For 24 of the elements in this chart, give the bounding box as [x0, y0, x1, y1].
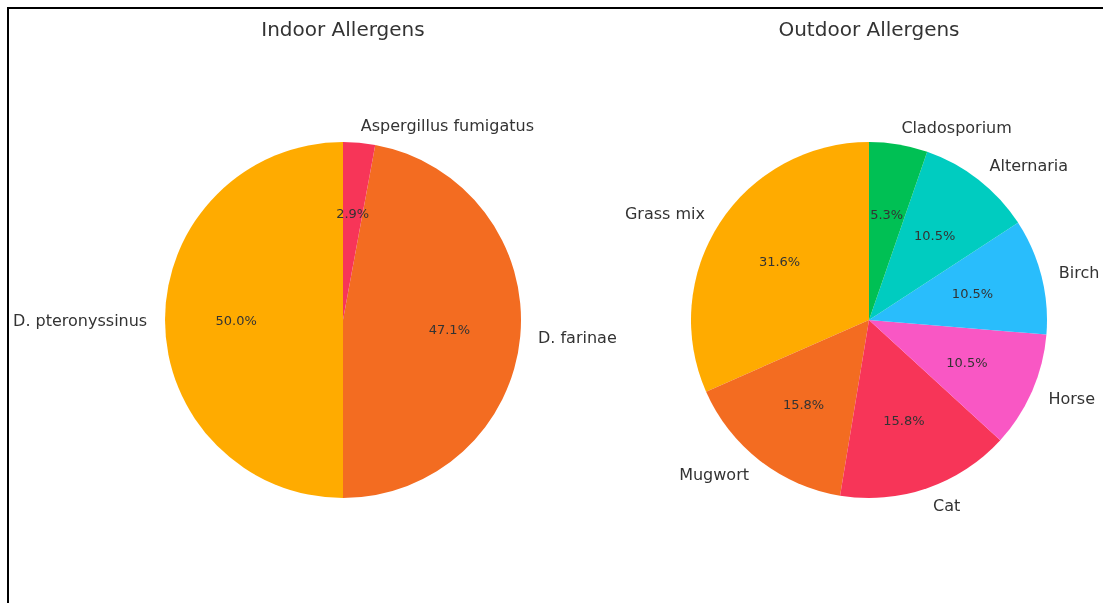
chart-title: Indoor Allergens — [261, 17, 425, 41]
slice-label: D. pteronyssinus — [13, 310, 148, 330]
slice-label: Birch — [1058, 262, 1100, 282]
slice-label: Cat — [933, 495, 961, 515]
data-label: 10.5% — [914, 228, 956, 244]
slice-label: Grass mix — [624, 203, 706, 223]
slice-label: Aspergillus fumigatus — [360, 115, 534, 135]
data-label: 10.5% — [946, 355, 988, 371]
data-label: 5.3% — [870, 207, 904, 223]
pie-slice — [840, 320, 1001, 498]
chart-title: Outdoor Allergens — [778, 17, 960, 41]
pie-slice — [869, 320, 1047, 441]
data-label: 50.0% — [215, 312, 257, 328]
pie-slice — [869, 222, 1047, 335]
slice-label: D. farinae — [537, 328, 617, 348]
slice-label: Horse — [1048, 388, 1096, 408]
data-label: 47.1% — [428, 322, 471, 338]
data-label: 10.5% — [951, 286, 994, 302]
data-label: 15.8% — [883, 413, 925, 429]
slice-label: Mugwort — [679, 465, 749, 485]
slice-label: Cladosporium — [901, 117, 1012, 137]
data-label: 15.8% — [782, 396, 825, 412]
slice-label: Alternaria — [989, 156, 1069, 176]
data-label: 31.6% — [758, 254, 801, 270]
